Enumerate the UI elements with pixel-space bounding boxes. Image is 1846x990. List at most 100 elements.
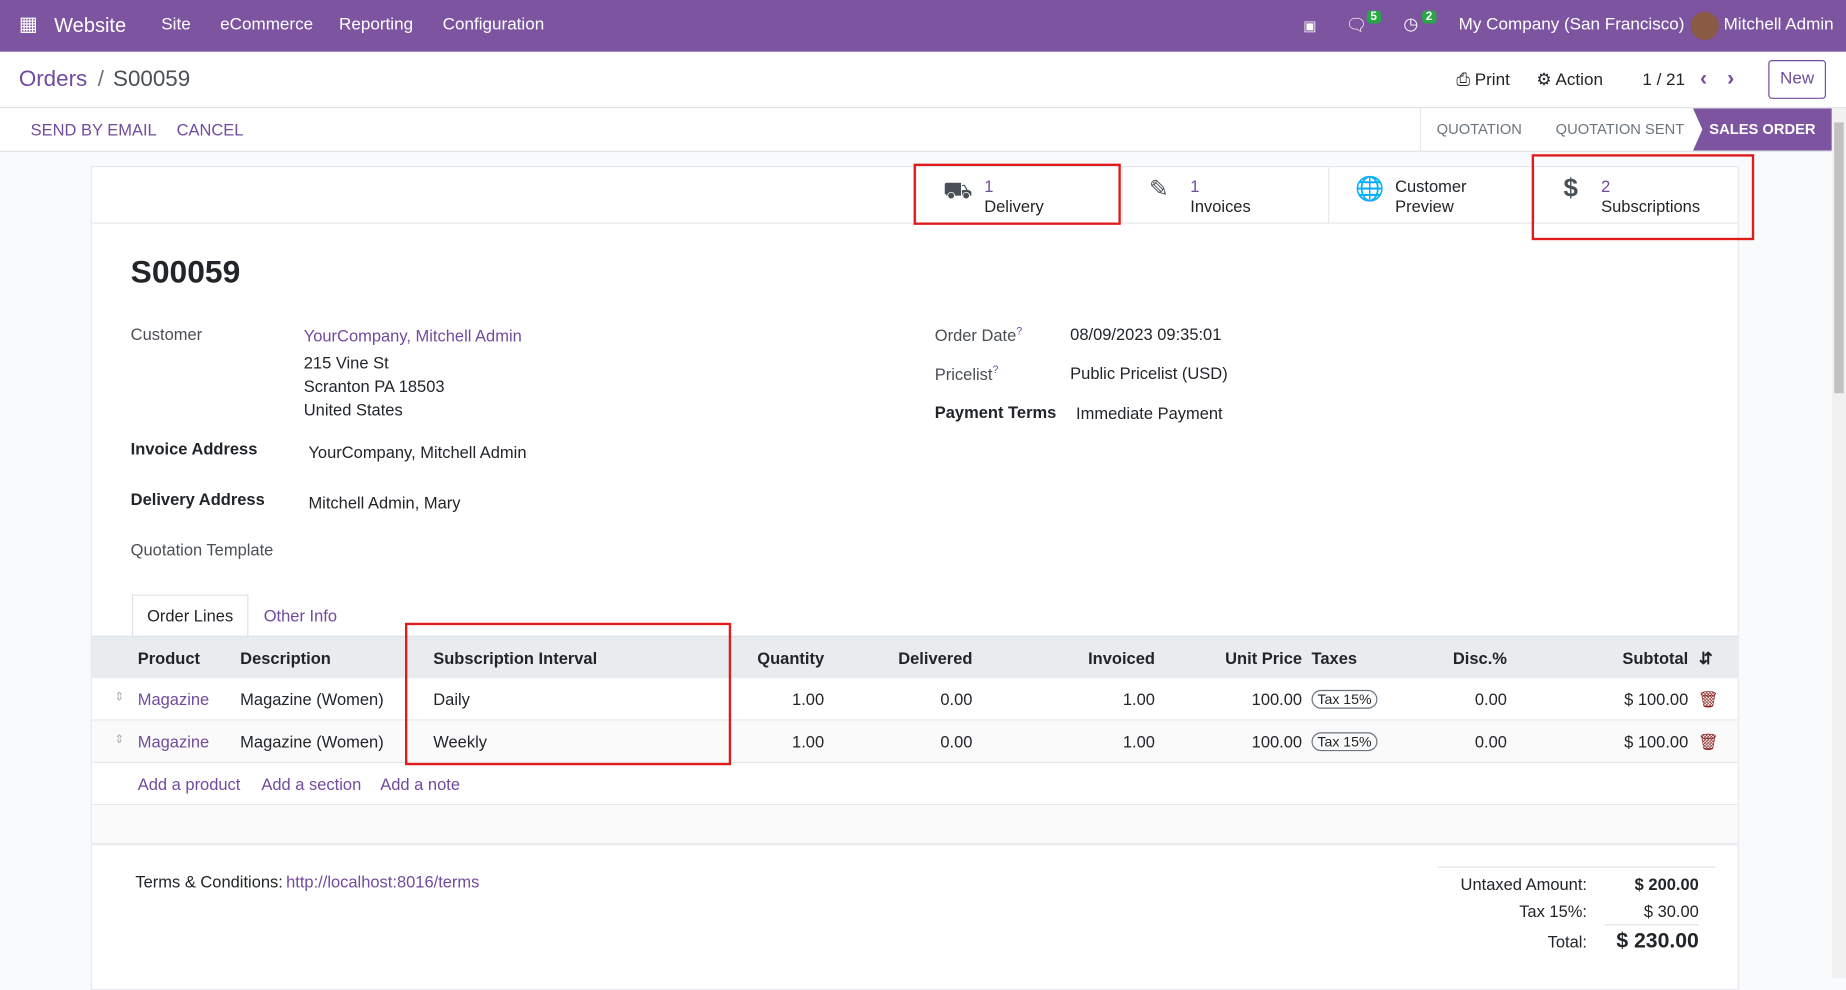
subscriptions-count: 2 (1601, 176, 1611, 196)
header-invoiced[interactable]: Invoiced (1088, 648, 1155, 668)
payment-terms-field[interactable]: Immediate Payment (1076, 403, 1223, 423)
cell-subscription-interval[interactable]: Weekly (433, 732, 487, 752)
print-button[interactable]: ⎙ Print (1456, 71, 1510, 90)
stage-sales-order[interactable]: SALES ORDER (1692, 108, 1832, 151)
invoices-smart-button[interactable]: ✎ 1 Invoices (1121, 167, 1328, 224)
new-button[interactable]: New (1768, 60, 1826, 99)
cancel-button[interactable]: CANCEL (176, 120, 244, 139)
header-unit-price[interactable]: Unit Price (1225, 648, 1303, 668)
gear-icon: ⚙ (1536, 70, 1552, 90)
dollar-icon: $ (1563, 173, 1578, 203)
printer-icon: ⎙ (1456, 70, 1470, 90)
drag-handle-icon[interactable]: ⇕ (114, 733, 125, 747)
menu-ecommerce[interactable]: eCommerce (220, 15, 314, 35)
drag-handle-icon[interactable]: ⇕ (114, 691, 125, 705)
add-section-link[interactable]: Add a section (261, 774, 362, 794)
apps-menu-icon[interactable]: ▦ (18, 12, 38, 36)
quotation-template-label: Quotation Template (130, 540, 274, 560)
add-product-link[interactable]: Add a product (137, 774, 241, 794)
cell-delivered[interactable]: 0.00 (940, 732, 973, 752)
terms-link[interactable]: http://localhost:8016/terms (286, 872, 480, 892)
form-sheet: ⛟ 1 Delivery ✎ 1 Invoices 🌐 Customer Pre… (90, 165, 1740, 990)
button-box: ⛟ 1 Delivery ✎ 1 Invoices 🌐 Customer Pre… (91, 167, 1740, 224)
globe-icon: 🌐 (1355, 176, 1385, 203)
subscriptions-smart-button[interactable]: $ 2 Subscriptions (1534, 167, 1740, 224)
cell-subscription-interval[interactable]: Daily (433, 689, 470, 709)
cell-description[interactable]: Magazine (Women) (240, 732, 384, 752)
stage-quotation-sent[interactable]: QUOTATION SENT (1555, 121, 1685, 138)
customer-preview-smart-button[interactable]: 🌐 Customer Preview (1327, 167, 1534, 224)
menu-configuration[interactable]: Configuration (442, 15, 545, 35)
top-navbar: ▦ Website Site eCommerce Reporting Confi… (0, 0, 1846, 52)
company-switcher[interactable]: My Company (San Francisco) (1458, 15, 1685, 35)
pencil-square-icon: ✎ (1149, 176, 1169, 203)
previous-record-icon[interactable]: ‹ (1700, 65, 1708, 90)
help-icon[interactable]: ? (1016, 324, 1023, 337)
clock-icon[interactable]: ◷ (1403, 15, 1419, 35)
user-menu[interactable]: Mitchell Admin (1723, 15, 1834, 35)
cell-quantity[interactable]: 1.00 (792, 689, 825, 709)
total-divider (1604, 924, 1699, 926)
tab-order-lines[interactable]: Order Lines (131, 594, 249, 637)
header-delivered[interactable]: Delivered (898, 648, 973, 668)
tax-tag[interactable]: Tax 15% (1311, 732, 1378, 752)
cell-discount[interactable]: 0.00 (1474, 732, 1507, 752)
tab-other-info[interactable]: Other Info (263, 606, 338, 626)
totals-divider (1437, 866, 1716, 868)
cell-delivered[interactable]: 0.00 (940, 689, 973, 709)
table-row[interactable]: ⇕ Magazine Magazine (Women) Weekly 1.00 … (91, 720, 1738, 763)
header-product[interactable]: Product (137, 648, 201, 668)
optional-columns-icon[interactable]: ⇵ (1698, 648, 1713, 668)
header-description[interactable]: Description (240, 648, 331, 668)
breadcrumb-current: S00059 (113, 67, 191, 92)
help-icon[interactable]: ? (992, 363, 999, 376)
table-row[interactable]: ⇕ Magazine Magazine (Women) Daily 1.00 0… (91, 678, 1738, 721)
chat-icon[interactable]: 🗨 (1345, 16, 1368, 36)
cell-invoiced[interactable]: 1.00 (1122, 732, 1155, 752)
cell-subtotal: $ 100.00 (1624, 689, 1689, 709)
scrollbar-thumb[interactable] (1834, 122, 1844, 394)
header-subscription-interval[interactable]: Subscription Interval (433, 648, 598, 668)
stage-quotation[interactable]: QUOTATION (1419, 108, 1538, 151)
app-name[interactable]: Website (54, 14, 127, 37)
tax-tag[interactable]: Tax 15% (1311, 689, 1378, 709)
delivery-smart-button[interactable]: ⛟ 1 Delivery (915, 167, 1122, 224)
pricelist-field[interactable]: Public Pricelist (USD) (1070, 363, 1228, 383)
payment-terms-label: Payment Terms (934, 402, 1057, 422)
next-record-icon[interactable]: › (1727, 65, 1735, 90)
cell-description[interactable]: Magazine (Women) (240, 689, 384, 709)
customer-field[interactable]: YourCompany, Mitchell Admin (303, 326, 522, 345)
header-discount[interactable]: Disc.% (1452, 648, 1507, 668)
header-quantity[interactable]: Quantity (757, 648, 825, 668)
add-note-link[interactable]: Add a note (380, 774, 461, 794)
invoice-address-label: Invoice Address (130, 439, 258, 458)
header-subtotal[interactable]: Subtotal (1622, 648, 1689, 668)
website-preview-icon[interactable]: ▣ (1303, 17, 1317, 35)
address-line-1: 215 Vine St (303, 353, 389, 373)
delivery-address-field[interactable]: Mitchell Admin, Mary (308, 493, 461, 513)
scrollbar[interactable] (1831, 108, 1846, 979)
send-by-email-button[interactable]: SEND BY EMAIL (30, 120, 157, 139)
breadcrumb-orders[interactable]: Orders (18, 67, 88, 92)
pager-value[interactable]: 1 / 21 (1642, 70, 1686, 90)
action-button[interactable]: ⚙ Action (1536, 71, 1603, 90)
cell-unit-price[interactable]: 100.00 (1251, 732, 1303, 752)
trash-icon[interactable]: 🗑 (1697, 732, 1719, 752)
cell-unit-price[interactable]: 100.00 (1251, 689, 1303, 709)
header-taxes[interactable]: Taxes (1311, 648, 1358, 668)
cell-invoiced[interactable]: 1.00 (1122, 689, 1155, 709)
tax-value: $ 30.00 (1643, 901, 1699, 921)
cell-product[interactable]: Magazine (137, 689, 210, 709)
order-date-field[interactable]: 08/09/2023 09:35:01 (1070, 324, 1222, 344)
status-bar: SEND BY EMAIL CANCEL QUOTATION QUOTATION… (0, 108, 1832, 152)
cell-product[interactable]: Magazine (137, 732, 210, 752)
invoice-address-field[interactable]: YourCompany, Mitchell Admin (308, 442, 527, 462)
cell-discount[interactable]: 0.00 (1474, 689, 1507, 709)
avatar[interactable] (1690, 11, 1719, 41)
trash-icon[interactable]: 🗑 (1697, 689, 1719, 709)
cell-quantity[interactable]: 1.00 (792, 732, 825, 752)
menu-reporting[interactable]: Reporting (339, 15, 414, 35)
table-header: Product Description Subscription Interva… (91, 635, 1738, 679)
menu-site[interactable]: Site (161, 15, 191, 35)
pricelist-label-text: Pricelist (934, 364, 993, 384)
